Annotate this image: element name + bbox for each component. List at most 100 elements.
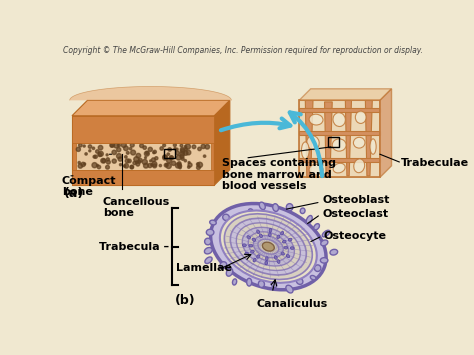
Circle shape [121,142,126,147]
Circle shape [128,159,131,163]
Ellipse shape [224,214,312,279]
Ellipse shape [258,280,264,288]
Polygon shape [72,116,214,143]
Circle shape [118,144,120,147]
Circle shape [143,146,146,149]
Bar [164,149,175,158]
Ellipse shape [320,258,328,263]
Text: Spaces containing
bone marrow and
blood vessels: Spaces containing bone marrow and blood … [222,158,336,191]
Ellipse shape [237,223,301,271]
Circle shape [153,152,155,154]
Circle shape [177,163,181,167]
Ellipse shape [321,240,328,246]
Circle shape [112,159,116,163]
Polygon shape [76,143,210,170]
Ellipse shape [205,257,212,263]
Polygon shape [346,100,352,176]
Text: Copyright © The McGraw-Hill Companies, Inc. Permission required for reproduction: Copyright © The McGraw-Hill Companies, I… [63,46,423,55]
Ellipse shape [265,261,268,265]
Circle shape [106,158,109,161]
Circle shape [114,143,119,148]
Ellipse shape [252,238,255,241]
Polygon shape [214,100,230,185]
Circle shape [188,162,190,164]
Circle shape [185,144,191,149]
Ellipse shape [220,211,317,283]
Ellipse shape [286,285,293,293]
Ellipse shape [248,209,254,214]
Text: Trabeculae: Trabeculae [401,158,469,169]
Circle shape [164,163,168,167]
Ellipse shape [246,278,252,286]
Ellipse shape [301,142,309,159]
Circle shape [92,163,97,168]
Circle shape [97,164,99,166]
Text: (a): (a) [64,187,84,200]
Circle shape [81,162,85,166]
Ellipse shape [309,114,323,125]
Circle shape [110,143,115,147]
Circle shape [197,166,201,169]
Circle shape [198,147,201,151]
Circle shape [184,148,187,151]
Text: Compact
bone: Compact bone [62,176,117,197]
Circle shape [163,155,167,159]
Ellipse shape [286,255,290,258]
Circle shape [178,164,182,168]
Circle shape [205,144,210,149]
Circle shape [136,161,138,164]
Ellipse shape [296,278,303,284]
Ellipse shape [243,244,246,247]
Circle shape [184,159,186,162]
Circle shape [184,146,187,148]
Circle shape [186,150,191,155]
Circle shape [136,163,140,166]
Circle shape [188,163,192,167]
Polygon shape [365,100,372,176]
Circle shape [124,165,126,167]
Circle shape [155,157,158,160]
Ellipse shape [232,279,237,285]
Circle shape [167,158,172,163]
Circle shape [130,143,134,147]
Ellipse shape [284,246,288,249]
Circle shape [150,160,152,162]
Ellipse shape [354,159,365,173]
Ellipse shape [333,113,346,126]
Ellipse shape [314,224,319,230]
Circle shape [98,146,103,150]
Ellipse shape [273,204,279,211]
Text: Cancellous
bone: Cancellous bone [103,197,170,218]
Circle shape [134,157,139,162]
Circle shape [166,163,171,169]
Ellipse shape [332,139,346,151]
Ellipse shape [205,238,211,245]
Circle shape [172,161,176,165]
Circle shape [179,166,181,169]
Circle shape [96,150,99,153]
Circle shape [180,147,184,152]
Circle shape [197,163,200,165]
Circle shape [145,157,146,159]
Circle shape [110,144,113,147]
Polygon shape [299,131,380,135]
Circle shape [133,161,136,165]
Circle shape [197,162,202,168]
Ellipse shape [281,231,283,235]
Ellipse shape [283,240,286,243]
Circle shape [153,164,156,168]
Circle shape [124,164,128,168]
Circle shape [146,152,148,154]
Circle shape [167,153,170,155]
Circle shape [192,145,196,149]
Circle shape [130,165,134,169]
Circle shape [88,145,92,148]
Polygon shape [70,87,231,100]
Circle shape [76,147,81,152]
Circle shape [97,165,100,169]
Circle shape [152,158,155,162]
Circle shape [125,159,129,163]
Circle shape [176,155,181,160]
Circle shape [151,164,153,166]
Circle shape [168,148,172,151]
